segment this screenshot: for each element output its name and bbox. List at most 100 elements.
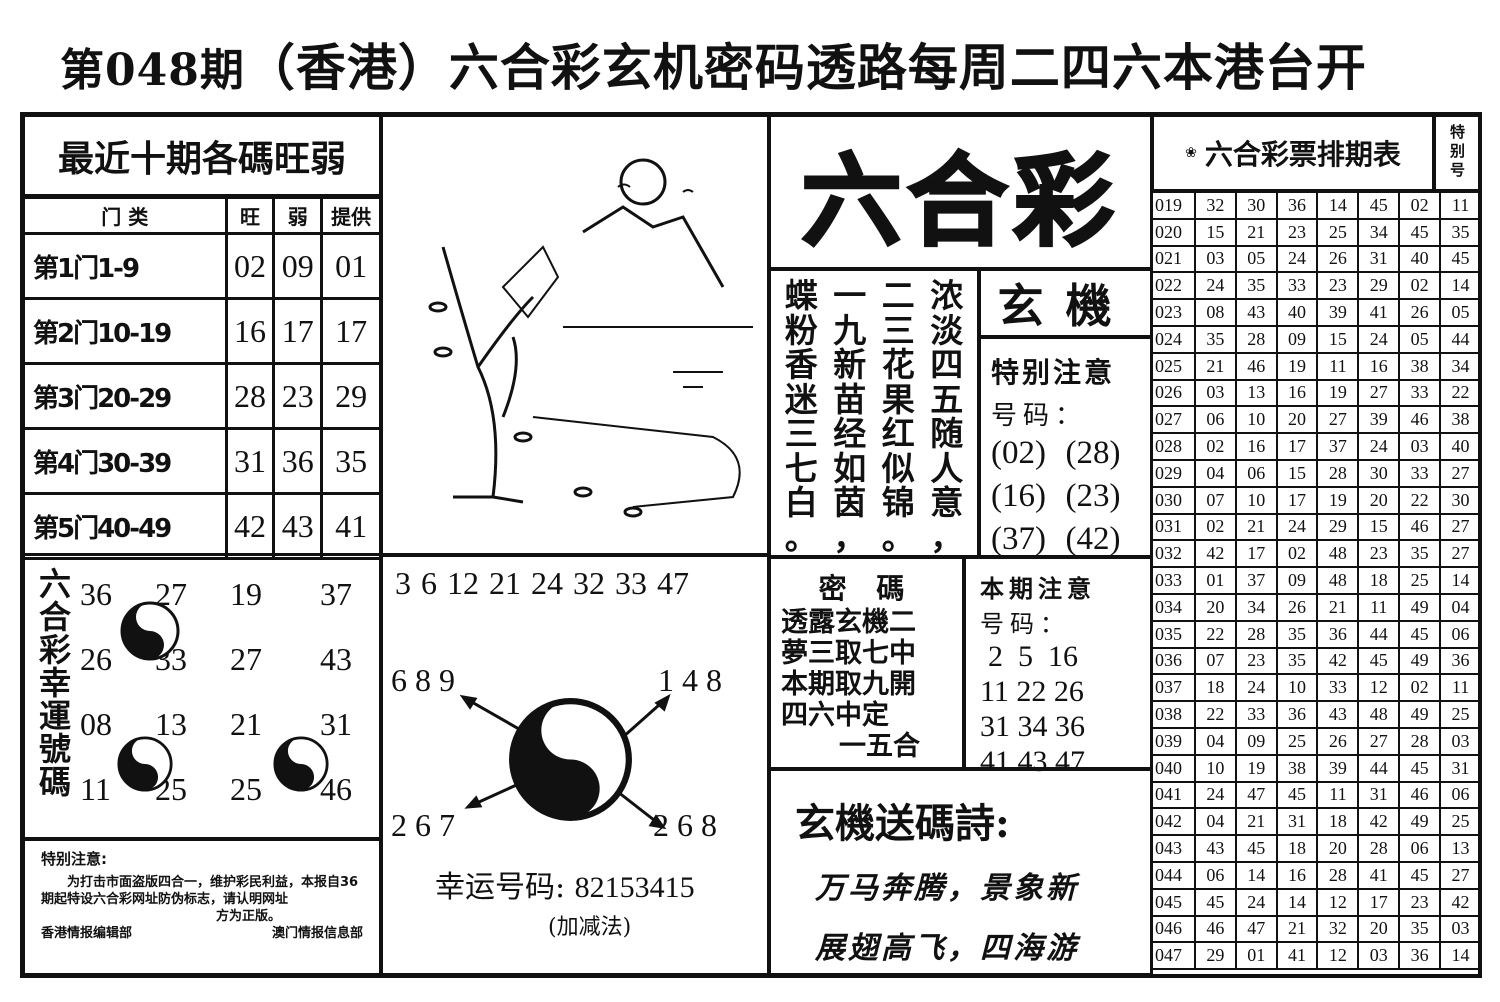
- special-number-header: 特别号: [1433, 114, 1482, 192]
- verse-title: 玄機送碼詩:: [795, 800, 1010, 847]
- draw-number: 36: [1398, 941, 1442, 971]
- draw-period: 045: [1151, 887, 1196, 917]
- draw-number: 39: [1357, 405, 1401, 435]
- lucky-number: 08: [80, 706, 112, 742]
- draw-period: 042: [1151, 807, 1196, 837]
- table-row: 046 46 47 21 32 20 35 03: [1151, 914, 1482, 944]
- draw-number: 20: [1275, 405, 1319, 435]
- table-cell: 16: [224, 297, 276, 365]
- table-cell: 17: [272, 297, 324, 365]
- table-cell: 36: [272, 427, 324, 495]
- verse-box: 玄機送碼詩: 万马奔腾，景象新 展翅高飞，四海游: [768, 768, 1153, 976]
- draw-number: 29: [1193, 941, 1237, 971]
- draw-number: 22: [1398, 485, 1442, 515]
- col-header: 旺: [224, 196, 276, 235]
- table-cell: 09: [272, 232, 324, 300]
- poem-char: 三: [784, 414, 818, 453]
- poem-char: 茵: [833, 483, 867, 522]
- draw-number: 26: [1398, 298, 1442, 327]
- draw-number: 20: [1316, 834, 1360, 863]
- draw-period: 020: [1151, 217, 1196, 247]
- upper-right-numbers: 1 4 8: [658, 662, 722, 698]
- draw-number: 21: [1234, 512, 1278, 542]
- draw-number: 41: [1275, 941, 1319, 971]
- draw-number: 38: [1275, 753, 1319, 783]
- poem-char: 人: [930, 448, 964, 488]
- landscape-picture-box: [380, 114, 770, 556]
- special-numbers: (02) (28) (16) (23) (37) (42): [991, 432, 1140, 561]
- lucky-number: 11: [80, 771, 111, 807]
- draw-number: 35: [1193, 324, 1237, 354]
- draw-number: 03: [1398, 432, 1442, 461]
- draw-number: 30: [1234, 191, 1278, 220]
- poem-char: 三: [881, 310, 915, 350]
- poem-char: 锦: [881, 483, 915, 522]
- draw-number: 02: [1193, 512, 1237, 542]
- draw-number: 02: [1193, 432, 1237, 461]
- draw-period: 030: [1151, 485, 1196, 515]
- poem-char: 意: [930, 483, 964, 522]
- draw-number: 42: [1439, 887, 1482, 917]
- draw-number: 43: [1193, 834, 1237, 863]
- draw-number: 31: [1439, 753, 1482, 783]
- draw-number: 20: [1357, 914, 1401, 944]
- row-label: 第3门20-29: [22, 362, 228, 430]
- draw-number: 25: [1398, 566, 1442, 595]
- draw-number: 46: [1193, 914, 1237, 944]
- draw-number: 24: [1193, 271, 1237, 301]
- draw-number: 34: [1439, 351, 1482, 381]
- draw-number: 03: [1193, 378, 1237, 408]
- table-row: 047 29 01 41 12 03 36 14: [1151, 941, 1482, 971]
- current-number-row: 2 5 16: [988, 640, 1078, 673]
- draw-number: 24: [1357, 432, 1401, 461]
- method-note: (加减法): [548, 915, 632, 940]
- draw-number: 21: [1275, 914, 1319, 944]
- poem-char: 七: [784, 448, 818, 488]
- table-row: 037 18 24 10 33 12 02 11: [1151, 673, 1482, 703]
- draw-number: 24: [1357, 324, 1401, 354]
- lucky-row: 11 25 25 46: [80, 771, 380, 836]
- row-label: 第5门40-49: [22, 492, 228, 560]
- table-cell: 28: [224, 362, 276, 430]
- draw-number: 31: [1357, 780, 1401, 810]
- draw-number: 48: [1357, 700, 1401, 729]
- headline: 六合彩玄机密码透路每周二四六本港台开: [448, 38, 1367, 97]
- draw-number: 31: [1275, 807, 1319, 837]
- poem-column: 一九新苗经如茵，: [833, 276, 867, 554]
- draw-number: 17: [1275, 432, 1319, 461]
- draw-number: 03: [1193, 244, 1237, 274]
- poem-char: 随: [930, 414, 964, 453]
- poem-char: 一: [833, 276, 867, 315]
- col-header: 提供: [320, 196, 382, 235]
- poem-column: 浓淡四五随人意，: [930, 278, 964, 554]
- table-row: 033 01 37 09 48 18 25 14: [1151, 566, 1482, 595]
- draw-number: 11: [1439, 191, 1482, 220]
- draw-number: 05: [1234, 244, 1278, 274]
- draw-period: 025: [1151, 351, 1196, 381]
- draw-number: 37: [1316, 432, 1360, 461]
- table-row: 028 02 16 17 37 24 03 40: [1151, 432, 1482, 461]
- draw-number: 03: [1357, 941, 1401, 971]
- draw-number: 04: [1439, 592, 1482, 622]
- draw-number: 15: [1357, 512, 1401, 542]
- draw-number: 44: [1439, 324, 1482, 354]
- hk-signature: 香港情报编辑部: [41, 926, 133, 941]
- draw-number: 25: [1275, 726, 1319, 756]
- draw-number: 02: [1275, 539, 1319, 569]
- special-numbers-box: 特别注意 号码： (02) (28) (16) (23) (37) (42): [978, 336, 1153, 558]
- draw-number: 48: [1316, 566, 1360, 595]
- draw-number: 01: [1234, 941, 1278, 971]
- page-header: 第048期（香港）六合彩玄机密码透路每周二四六本港台开: [60, 28, 1367, 100]
- draw-number: 46: [1398, 405, 1442, 435]
- poem-char: 粉: [784, 310, 818, 350]
- draw-number: 26: [1316, 244, 1360, 274]
- draw-number: 42: [1316, 646, 1360, 676]
- draw-number: 28: [1234, 619, 1278, 649]
- draw-number: 39: [1316, 298, 1360, 327]
- draw-period: 032: [1151, 539, 1196, 569]
- code-line: 透露玄機二: [781, 607, 916, 638]
- draw-period: 035: [1151, 619, 1196, 649]
- draw-period: 044: [1151, 860, 1196, 890]
- lucky-number: 19: [230, 576, 262, 612]
- draw-number: 45: [1398, 217, 1442, 247]
